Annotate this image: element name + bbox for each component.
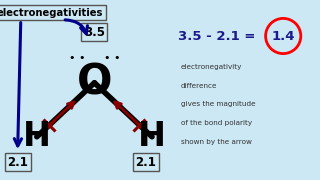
Text: 1.4: 1.4 — [271, 30, 295, 42]
Text: • •: • • — [104, 53, 120, 63]
Text: of the bond polarity: of the bond polarity — [181, 120, 252, 126]
Text: H: H — [23, 120, 51, 153]
Text: 3.5: 3.5 — [84, 26, 105, 39]
Text: 2.1: 2.1 — [135, 156, 156, 168]
Text: electronegativities: electronegativities — [0, 8, 103, 18]
Text: shown by the arrow: shown by the arrow — [181, 139, 252, 145]
Text: • •: • • — [68, 53, 85, 63]
Text: electronegativity: electronegativity — [181, 64, 242, 70]
Text: 2.1: 2.1 — [7, 156, 28, 168]
Text: gives the magnitude: gives the magnitude — [181, 101, 255, 107]
Text: H: H — [138, 120, 166, 153]
Text: O: O — [77, 62, 112, 104]
Text: 3.5 - 2.1 =: 3.5 - 2.1 = — [178, 30, 255, 42]
Text: difference: difference — [181, 82, 217, 89]
